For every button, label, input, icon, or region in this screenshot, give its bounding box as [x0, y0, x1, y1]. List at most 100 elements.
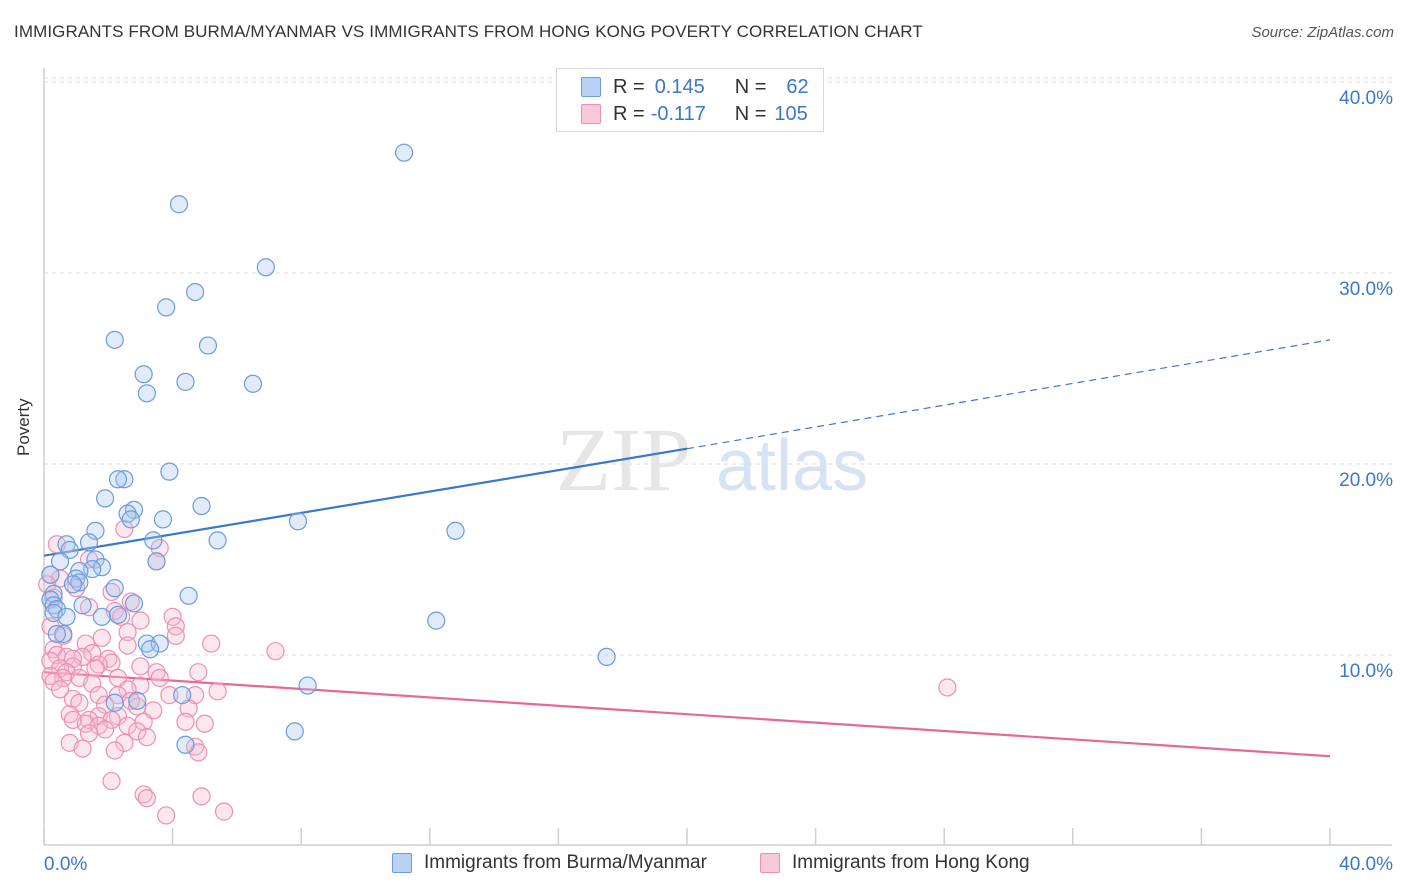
source-label: Source: ZipAtlas.com — [1251, 24, 1394, 41]
legend-r-label: R = — [613, 75, 645, 98]
data-point-blue — [179, 586, 198, 605]
data-point-blue — [288, 512, 308, 531]
data-point-blue — [160, 462, 179, 481]
data-point-blue — [147, 552, 166, 571]
data-point-pink — [118, 636, 137, 655]
data-point-blue — [446, 521, 465, 540]
data-point-pink — [157, 806, 176, 825]
data-point-pink — [41, 651, 60, 670]
data-point-pink — [60, 705, 79, 724]
legend-swatch-pink — [581, 104, 601, 124]
data-point-pink — [105, 741, 124, 760]
data-point-pink — [95, 720, 115, 739]
data-point-blue — [105, 579, 124, 598]
data-point-blue — [108, 605, 128, 624]
data-point-blue — [144, 531, 163, 550]
grid-lines — [44, 77, 1392, 656]
data-point-blue — [41, 590, 60, 609]
data-point-pink — [137, 728, 156, 747]
data-point-blue — [169, 195, 189, 214]
data-point-pink — [214, 802, 234, 821]
x-tick-label: 40.0% — [1339, 854, 1393, 875]
data-point-blue — [173, 686, 192, 705]
data-point-blue — [208, 531, 227, 550]
data-point-pink — [163, 607, 182, 626]
data-point-blue — [92, 607, 111, 626]
y-tick-label: 10.0% — [1339, 661, 1393, 682]
data-point-blue — [243, 374, 263, 393]
data-point-pink — [89, 686, 108, 705]
data-point-pink — [131, 611, 150, 630]
data-point-pink — [202, 634, 221, 653]
data-point-pink — [150, 668, 169, 688]
data-point-pink — [115, 519, 134, 539]
data-point-pink — [150, 538, 169, 558]
data-point-blue — [115, 470, 134, 489]
data-point-blue — [73, 596, 92, 615]
data-point-pink — [192, 787, 211, 806]
legend-n-label: N = — [734, 102, 767, 125]
legend-item-burma[interactable]: Immigrants from Burma/Myanmar — [392, 852, 707, 874]
legend-row-burma: R = 0.145 N = 62 — [581, 74, 809, 100]
legend-row-hongkong: R = -0.117 N = 105 — [581, 101, 808, 127]
data-point-blue — [597, 647, 616, 667]
data-point-pink — [118, 622, 137, 642]
watermark: ZIP atlas — [556, 411, 868, 510]
data-point-blue — [157, 298, 176, 317]
data-point-blue — [108, 470, 128, 489]
data-point-pink — [118, 716, 137, 735]
trend-line-burma — [43, 447, 688, 557]
data-point-pink — [102, 771, 121, 791]
data-point-blue — [105, 330, 124, 349]
data-point-pink — [79, 724, 99, 743]
legend-n-value: 105 — [774, 102, 808, 125]
data-point-blue — [57, 607, 76, 626]
data-point-blue — [137, 634, 156, 653]
data-point-pink — [73, 739, 92, 758]
data-point-blue — [256, 258, 275, 277]
data-point-pink — [76, 634, 95, 653]
data-point-blue — [79, 533, 99, 552]
data-point-blue — [86, 550, 105, 569]
data-point-pink — [44, 588, 63, 607]
watermark-zip: ZIP — [556, 411, 691, 510]
trend-line-burma-projection — [686, 339, 1331, 450]
data-point-blue — [105, 693, 124, 712]
chart-title: IMMIGRANTS FROM BURMA/MYANMAR VS IMMIGRA… — [14, 22, 923, 41]
data-point-blue — [54, 624, 73, 644]
data-point-blue — [86, 521, 105, 540]
data-point-blue — [124, 594, 144, 613]
data-point-blue — [50, 552, 70, 571]
data-point-blue — [298, 676, 317, 695]
data-point-pink — [44, 672, 63, 691]
y-tick-label: 30.0% — [1339, 279, 1393, 300]
data-point-blue — [134, 365, 153, 384]
data-point-blue — [150, 634, 169, 653]
data-point-pink — [128, 722, 147, 741]
data-point-pink — [79, 598, 99, 617]
watermark-atlas: atlas — [716, 426, 868, 506]
axes — [43, 68, 1392, 846]
legend-swatch-blue — [392, 853, 412, 873]
data-point-blue — [186, 283, 205, 302]
data-point-blue — [137, 384, 156, 403]
data-point-pink — [147, 663, 166, 682]
data-point-blue — [95, 489, 115, 508]
data-point-pink — [166, 617, 185, 636]
legend-item-hongkong[interactable]: Immigrants from Hong Kong — [760, 852, 1030, 874]
stats-legend: R = 0.145 N = 62 R = -0.117 N = 105 — [556, 68, 824, 132]
legend-swatch-pink — [760, 853, 780, 873]
data-point-blue — [153, 510, 173, 529]
data-point-pink — [208, 682, 227, 701]
data-point-pink — [195, 714, 214, 733]
data-point-blue — [140, 640, 160, 659]
legend-swatch-blue — [581, 77, 601, 97]
y-axis-label: Poverty — [14, 398, 33, 456]
legend-n-label: N = — [734, 75, 767, 98]
data-point-pink — [121, 592, 140, 611]
data-point-pink — [137, 789, 156, 808]
data-point-pink — [166, 626, 185, 646]
data-point-blue — [47, 624, 66, 644]
data-point-pink — [83, 643, 102, 663]
